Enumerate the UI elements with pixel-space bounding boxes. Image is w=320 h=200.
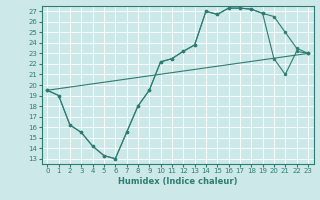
X-axis label: Humidex (Indice chaleur): Humidex (Indice chaleur) <box>118 177 237 186</box>
